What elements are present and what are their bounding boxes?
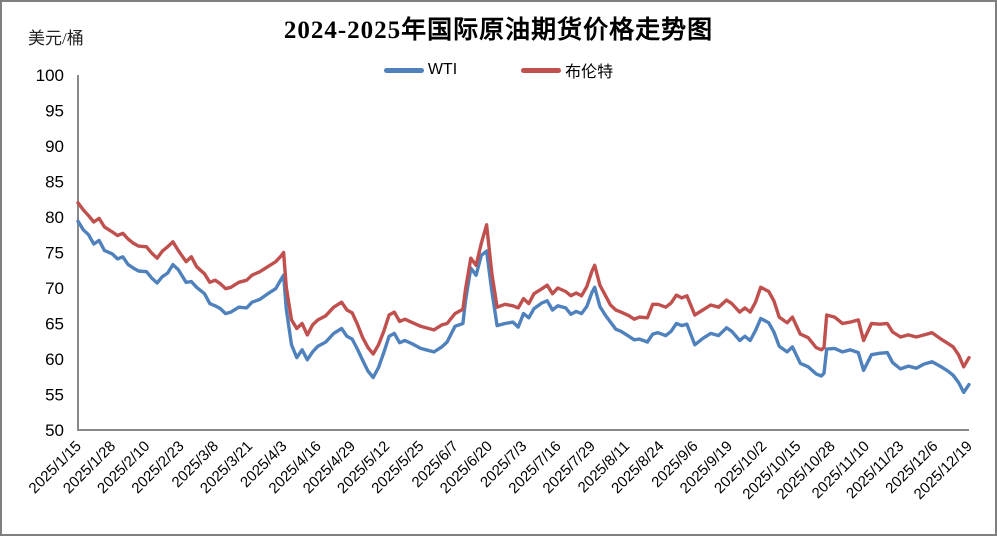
legend: WTI 布伦特 bbox=[2, 58, 995, 82]
y-tick-label: 85 bbox=[45, 173, 64, 192]
wti-line bbox=[76, 219, 971, 395]
y-tick-label: 65 bbox=[45, 315, 64, 334]
y-tick-label: 55 bbox=[45, 386, 64, 405]
y-tick-label: 70 bbox=[45, 279, 64, 298]
brent-line-swatch bbox=[521, 67, 562, 73]
y-tick-label: 60 bbox=[45, 350, 64, 369]
legend-item-brent: 布伦特 bbox=[521, 58, 613, 82]
y-tick-label: 95 bbox=[45, 102, 64, 121]
y-tick-label: 90 bbox=[45, 137, 64, 156]
chart-title: 2024-2025年国际原油期货价格走势图 bbox=[283, 17, 714, 44]
y-tick-label: 80 bbox=[45, 208, 64, 227]
brent-line bbox=[76, 201, 971, 369]
legend-label-wti: WTI bbox=[427, 61, 458, 78]
wti-line-swatch bbox=[383, 67, 424, 73]
y-axis-unit-label: 美元/桶 bbox=[28, 29, 84, 48]
y-tick-label: 75 bbox=[45, 244, 64, 263]
y-tick-label: 50 bbox=[45, 421, 64, 440]
legend-item-wti: WTI bbox=[383, 61, 458, 79]
y-tick-label: 100 bbox=[36, 66, 64, 85]
legend-label-brent: 布伦特 bbox=[565, 64, 614, 81]
